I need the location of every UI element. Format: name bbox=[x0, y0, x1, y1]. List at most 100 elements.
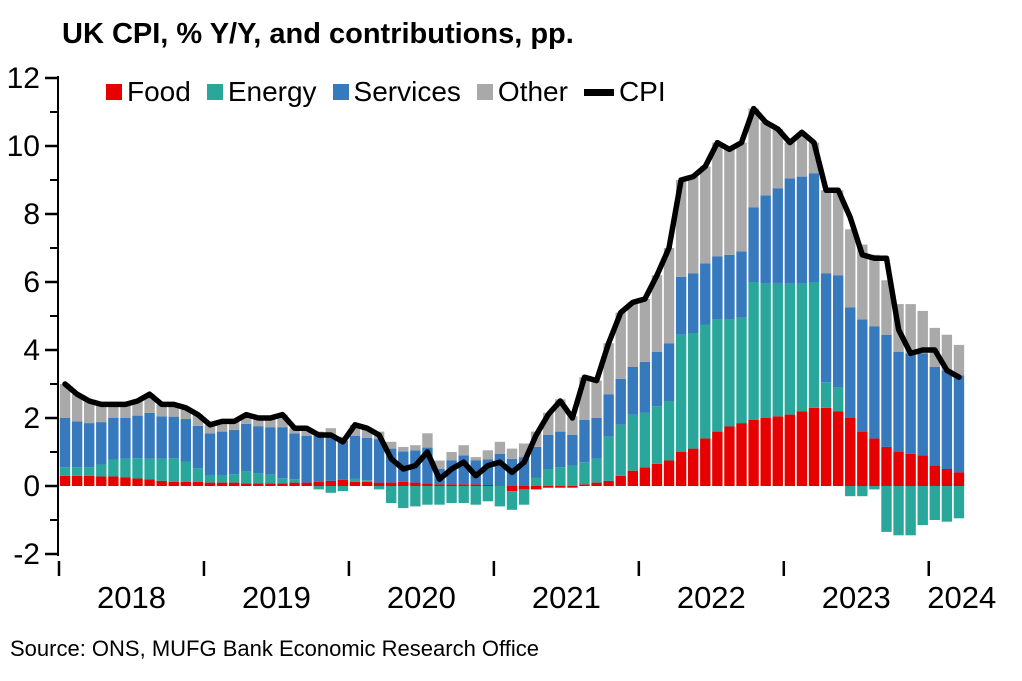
bar-segment-other bbox=[663, 248, 675, 344]
bar-segment-services bbox=[313, 436, 324, 482]
bar-segment-services bbox=[712, 256, 723, 320]
bar-segment-services bbox=[688, 273, 699, 333]
bar-segment-food bbox=[905, 453, 916, 486]
bar-segment-other bbox=[228, 421, 240, 430]
bar-segment-services bbox=[724, 254, 735, 320]
bar-segment-other bbox=[760, 122, 771, 196]
bar-segment-energy bbox=[482, 486, 494, 502]
bar-segment-food bbox=[349, 481, 361, 486]
bar-segment-energy bbox=[796, 283, 808, 412]
bar-segment-food bbox=[881, 446, 892, 486]
bar-segment-food bbox=[386, 482, 397, 486]
bar-segment-food bbox=[337, 479, 349, 486]
bar-segment-services bbox=[543, 435, 554, 469]
bar-segment-services bbox=[337, 440, 349, 480]
bar-segment-food bbox=[772, 416, 783, 486]
other-swatch-icon bbox=[476, 84, 493, 100]
bar-segment-energy bbox=[59, 467, 71, 476]
bar-segment-other bbox=[627, 302, 638, 367]
bar-segment-other bbox=[953, 344, 965, 376]
x-tick-label: 2022 bbox=[677, 580, 746, 615]
bar-segment-food bbox=[132, 478, 143, 486]
bar-segment-other bbox=[651, 275, 663, 352]
bar-segment-energy bbox=[615, 424, 626, 476]
bar-segment-services bbox=[700, 263, 711, 325]
bar-segment-services bbox=[675, 276, 687, 335]
bar-segment-other bbox=[241, 414, 252, 424]
legend-label-other: Other bbox=[497, 76, 568, 107]
bar-segment-energy bbox=[748, 282, 759, 420]
bar-segment-services bbox=[253, 426, 264, 474]
legend-label-services: Services bbox=[353, 76, 461, 107]
bar-segment-energy bbox=[712, 319, 723, 432]
bar-segment-other bbox=[736, 142, 747, 252]
bar-segment-services bbox=[905, 353, 916, 454]
bar-segment-other bbox=[820, 190, 832, 274]
bar-segment-services bbox=[627, 367, 638, 415]
bar-segment-energy bbox=[893, 486, 904, 536]
bar-segment-services bbox=[482, 459, 494, 485]
bar-segment-food bbox=[688, 448, 699, 486]
bar-segment-other bbox=[724, 149, 735, 255]
bar-segment-food bbox=[228, 482, 240, 486]
bar-segment-services bbox=[941, 370, 953, 469]
bar-segment-energy bbox=[398, 486, 409, 509]
bar-segment-services bbox=[929, 367, 940, 466]
bar-segment-services bbox=[120, 418, 131, 459]
bar-segment-services bbox=[579, 419, 590, 463]
bar-segment-food bbox=[929, 465, 940, 486]
cpi-line bbox=[62, 105, 962, 482]
bar-segment-services bbox=[748, 207, 759, 282]
bar-segment-services bbox=[857, 319, 868, 432]
bar-segment-other bbox=[168, 404, 179, 417]
bar-segment-food bbox=[579, 484, 590, 486]
x-tick-label: 2019 bbox=[242, 580, 311, 615]
bar-segment-services bbox=[216, 431, 228, 476]
x-tick-label: 2024 bbox=[927, 580, 996, 615]
bar-segment-other bbox=[446, 452, 457, 461]
bar-segment-food bbox=[71, 475, 83, 486]
bar-segment-other bbox=[796, 132, 808, 177]
bar-segment-services bbox=[422, 447, 433, 484]
bar-segment-other bbox=[639, 299, 651, 362]
bar-segment-food bbox=[917, 455, 928, 486]
bar-segment-energy bbox=[627, 414, 638, 471]
bar-segment-energy bbox=[241, 471, 252, 484]
bar-segment-services bbox=[772, 188, 783, 284]
bar-segment-energy bbox=[265, 474, 276, 484]
x-tick-label: 2020 bbox=[387, 580, 456, 615]
bar-segment-energy bbox=[760, 283, 771, 418]
bar-segment-other bbox=[543, 412, 554, 435]
bar-segment-energy bbox=[434, 486, 445, 505]
bar-segment-other bbox=[700, 166, 711, 264]
bar-segment-energy bbox=[410, 486, 421, 507]
bar-segment-food bbox=[893, 452, 904, 486]
bar-segment-energy bbox=[700, 324, 711, 439]
bar-segment-energy bbox=[144, 458, 155, 480]
bar-segment-energy bbox=[736, 317, 747, 424]
bar-segment-food bbox=[663, 460, 675, 486]
bar-segment-services bbox=[736, 251, 747, 318]
bar-segment-services bbox=[289, 433, 300, 480]
bar-segment-other bbox=[845, 229, 856, 308]
bar-segment-food bbox=[639, 467, 651, 486]
bar-segment-other bbox=[675, 180, 687, 277]
bar-segment-energy bbox=[361, 480, 373, 482]
bar-segment-energy bbox=[724, 319, 735, 427]
legend-item-energy: Energy bbox=[206, 76, 317, 108]
bar-segment-food bbox=[591, 482, 602, 486]
y-tick-label: 10 bbox=[7, 130, 40, 163]
bar-segment-services bbox=[494, 453, 506, 486]
food-swatch-icon bbox=[106, 84, 122, 100]
bar-segment-other bbox=[192, 414, 204, 426]
bar-segment-energy bbox=[228, 474, 240, 483]
bar-segment-other bbox=[156, 404, 167, 417]
bar-segment-food bbox=[108, 476, 119, 486]
bar-segment-services bbox=[555, 431, 566, 468]
bar-segment-other bbox=[603, 343, 614, 395]
bar-segment-other bbox=[216, 421, 228, 432]
bar-segment-services bbox=[530, 446, 542, 478]
bar-segment-food bbox=[736, 423, 747, 486]
bar-segment-services bbox=[808, 173, 820, 282]
